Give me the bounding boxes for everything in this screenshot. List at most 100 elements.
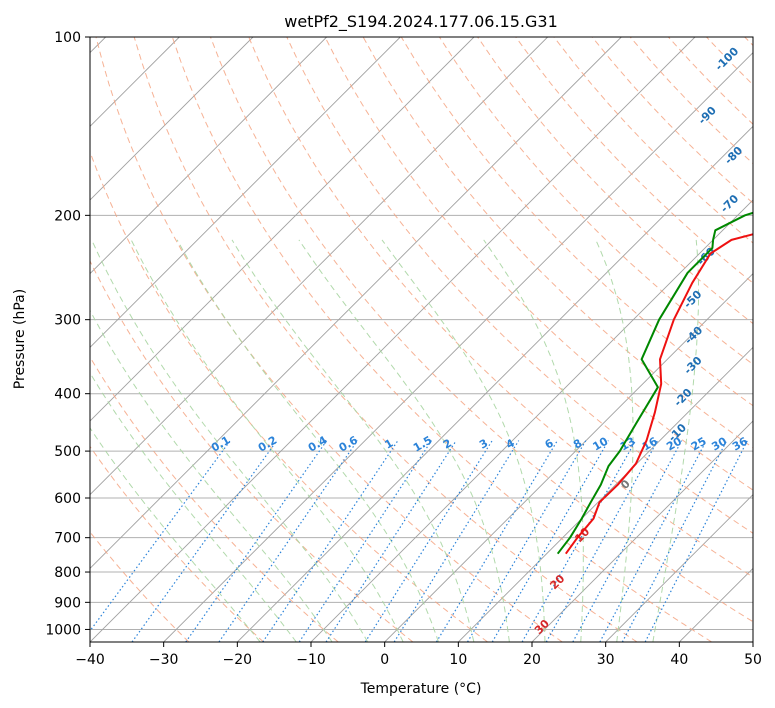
- mixing-ratio-line: [435, 440, 558, 642]
- y-tick-label: 800: [54, 565, 81, 581]
- dry-adiabat: [133, 37, 638, 642]
- mixing-ratio-label: 3: [477, 437, 490, 452]
- isotherm-line: [752, 641, 753, 642]
- dry-adiabat: [90, 259, 414, 642]
- mixing-ratio-line: [599, 440, 707, 642]
- x-tick-label: 0: [380, 652, 389, 668]
- dry-adiabat: [90, 445, 264, 642]
- background-lines: [90, 37, 753, 642]
- isotherm-line: [237, 125, 753, 642]
- y-tick-label: 200: [54, 208, 81, 224]
- sounding-profiles: [556, 211, 753, 555]
- x-tick-label: 10: [449, 652, 467, 668]
- dry-adiabat: [210, 37, 753, 623]
- dry-adiabat: [744, 37, 753, 47]
- y-tick-label: 700: [54, 531, 81, 547]
- x-tick-label: 50: [744, 652, 762, 668]
- y-axis-title: Pressure (hPa): [12, 289, 28, 389]
- y-tick-label: 1000: [45, 622, 81, 638]
- moist-adiabat: [90, 309, 333, 642]
- dry-adiabat: [324, 37, 753, 491]
- dry-adiabat: [706, 37, 753, 86]
- isotherm-line: [90, 37, 254, 201]
- dry-adiabat: [248, 37, 753, 578]
- dry-adiabat: [90, 356, 339, 642]
- dry-adiabat: [95, 37, 563, 642]
- mixing-ratio-line: [298, 440, 432, 642]
- isotherm-line: [90, 37, 475, 422]
- isotherm-line: [90, 37, 622, 569]
- x-tick-label: −40: [75, 652, 105, 668]
- mixing-ratio-line: [393, 440, 520, 642]
- isotherm-line: [531, 420, 753, 642]
- isotherm-line: [605, 494, 753, 642]
- isotherm-label: -70: [718, 192, 741, 215]
- isotherm-label: -80: [722, 144, 745, 167]
- x-tick-label: −20: [223, 652, 253, 668]
- isotherm-line: [90, 37, 327, 275]
- dry-adiabat: [286, 37, 753, 534]
- isotherm-line: [310, 199, 753, 642]
- mixing-ratio-line: [262, 440, 399, 642]
- isotherm-label: 30: [532, 617, 552, 637]
- mixing-ratio-line: [621, 440, 728, 642]
- x-axis-ticks: −40 −30 −20 −10 0 10 20 30 40 50: [75, 642, 762, 668]
- moist-adiabat: [90, 371, 297, 642]
- isotherm-label: -30: [681, 354, 704, 377]
- x-axis-title: Temperature (°C): [360, 681, 482, 697]
- isotherm-line: [90, 37, 401, 348]
- y-axis-ticks: 100 200 300 400 500 600 700 800 900 1000: [45, 30, 90, 638]
- mixing-ratio-line: [491, 440, 609, 642]
- chart-title: wetPf2_S194.2024.177.06.15.G31: [284, 12, 558, 32]
- y-tick-label: 500: [54, 444, 81, 460]
- y-tick-label: 400: [54, 387, 81, 403]
- mixing-ratio-line: [218, 440, 358, 642]
- dry-adiabat: [171, 37, 712, 642]
- mixing-ratio-line: [521, 440, 637, 642]
- mixing-ratio-line: [90, 440, 231, 632]
- dry-adiabat: [438, 37, 753, 366]
- mixing-ratio-line: [364, 440, 493, 642]
- dry-adiabat: [90, 531, 190, 642]
- isotherm-line: [384, 273, 753, 642]
- mixing-ratio-line: [466, 440, 587, 642]
- isotherm-label: -20: [671, 386, 694, 409]
- isotherm-line: [458, 346, 753, 642]
- moist-adiabat: [595, 239, 634, 642]
- isotherm-line: [163, 52, 753, 642]
- x-tick-label: −10: [296, 652, 326, 668]
- dry-adiabat: [515, 37, 753, 284]
- x-tick-label: −30: [149, 652, 179, 668]
- dry-adiabat: [90, 150, 488, 642]
- isotherm-line: [90, 37, 696, 642]
- isotherm-label: 20: [547, 572, 567, 592]
- mixing-ratio-label: 2: [441, 437, 454, 452]
- moist-adiabat: [91, 239, 369, 642]
- y-tick-label: 900: [54, 595, 81, 611]
- isotherm-label: -40: [682, 324, 705, 347]
- moist-adiabat: [130, 239, 404, 642]
- moist-adiabat: [381, 239, 546, 642]
- dewpoint-profile: [556, 211, 753, 555]
- isotherm-label: -90: [696, 104, 719, 127]
- mixing-ratio-label: 6: [543, 436, 556, 451]
- moist-adiabat: [652, 239, 699, 642]
- y-tick-label: 600: [54, 491, 81, 507]
- x-tick-label: 40: [670, 652, 688, 668]
- y-tick-label: 100: [54, 30, 81, 46]
- y-tick-label: 300: [54, 313, 81, 329]
- temperature-profile: [564, 233, 753, 555]
- moist-adiabat: [483, 239, 584, 642]
- moist-adiabat: [176, 239, 439, 642]
- mixing-ratio-label: 4: [504, 436, 517, 451]
- isotherm-label: 0: [618, 477, 633, 492]
- mixing-ratio-line: [185, 440, 328, 642]
- x-tick-label: 20: [523, 652, 541, 668]
- isotherm-line: [90, 37, 548, 496]
- mixing-ratio-line: [131, 440, 278, 642]
- x-tick-label: 30: [597, 652, 615, 668]
- moist-adiabat: [298, 239, 510, 642]
- mixing-ratio-line: [644, 440, 748, 642]
